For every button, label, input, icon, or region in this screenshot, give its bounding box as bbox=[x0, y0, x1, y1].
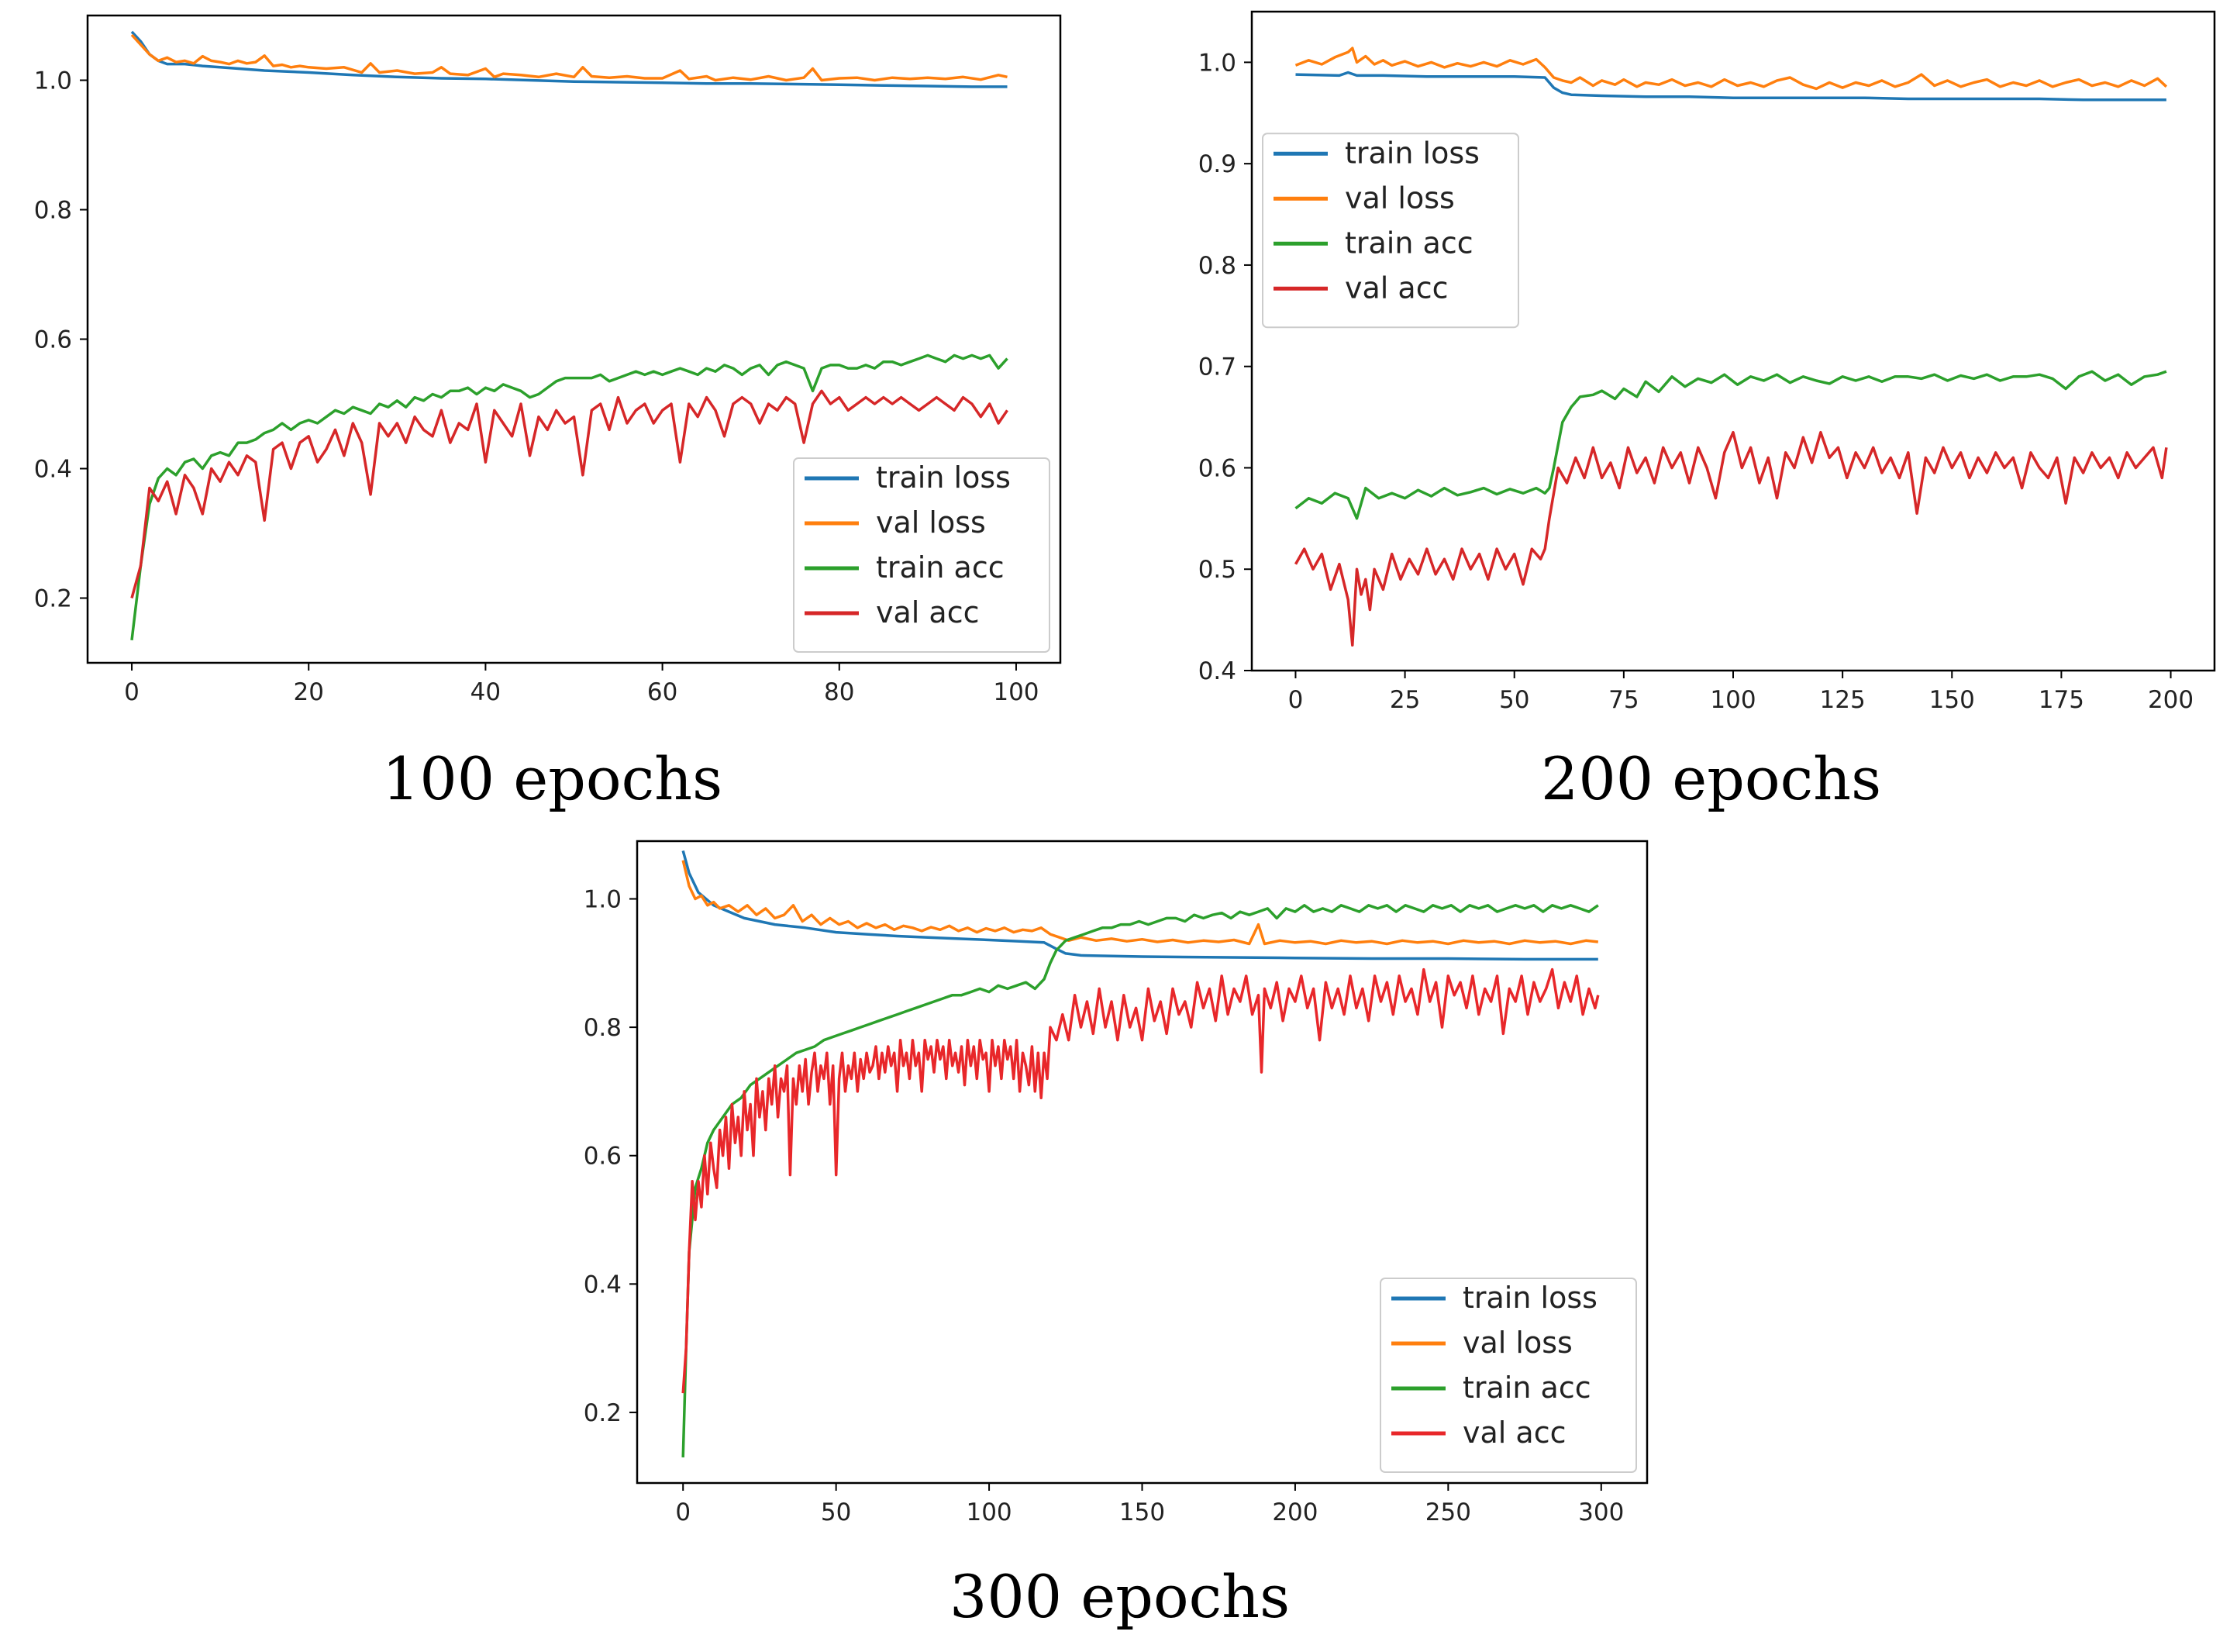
y-tick-label: 0.8 bbox=[1198, 252, 1236, 280]
y-tick-label: 0.9 bbox=[1198, 150, 1236, 178]
y-tick-label: 0.6 bbox=[34, 326, 72, 354]
caption-200-epochs: 200 epochs bbox=[1541, 744, 1882, 813]
x-tick-label: 60 bbox=[647, 678, 677, 706]
series-line-val-loss bbox=[130, 33, 1008, 82]
y-tick-label: 0.2 bbox=[584, 1399, 622, 1427]
x-tick-label: 300 bbox=[1578, 1499, 1624, 1526]
y-tick-label: 1.0 bbox=[34, 67, 72, 95]
series-line-train-acc bbox=[1294, 370, 2167, 520]
x-tick-label: 150 bbox=[1119, 1499, 1165, 1526]
y-tick-label: 0.8 bbox=[34, 197, 72, 225]
legend-label: val acc bbox=[876, 595, 979, 629]
x-tick-label: 0 bbox=[1288, 686, 1304, 714]
series-line-val-acc bbox=[1294, 430, 2168, 647]
legend-label: train loss bbox=[1463, 1281, 1598, 1315]
x-tick-label: 80 bbox=[824, 678, 854, 706]
series-line-train-loss bbox=[1295, 71, 2166, 102]
x-tick-label: 20 bbox=[294, 678, 324, 706]
series-line-train-acc bbox=[130, 354, 1008, 641]
chart-300-epochs: 0 50 100 150 200 250 300 0.2 0.4 0.6 0.8 1.0 train … bbox=[584, 840, 1649, 1526]
y-tick-label: 1.0 bbox=[1198, 49, 1236, 77]
legend-box bbox=[1380, 1278, 1637, 1473]
series-line-val-acc bbox=[681, 967, 1600, 1394]
y-tick-label: 0.8 bbox=[584, 1014, 622, 1042]
x-tick-label: 250 bbox=[1425, 1499, 1471, 1526]
legend-label: val loss bbox=[1463, 1326, 1573, 1360]
series-line-val-acc bbox=[130, 389, 1008, 598]
chart-200-epochs: 0 25 50 75 100 125 150 175 200 0.4 0.5 0.6 0.7 0.8 0.9… bbox=[1198, 10, 2216, 714]
x-tick-label: 175 bbox=[2039, 686, 2084, 714]
legend-label: train acc bbox=[1463, 1371, 1591, 1405]
y-tick-label: 0.4 bbox=[34, 456, 72, 484]
legend-label: val acc bbox=[1345, 271, 1448, 305]
legend-label: val acc bbox=[1463, 1416, 1566, 1450]
legend-label: val loss bbox=[1345, 181, 1455, 215]
legend-box bbox=[793, 457, 1050, 653]
x-tick-label: 150 bbox=[1929, 686, 1975, 714]
legend-box bbox=[1262, 133, 1519, 329]
x-tick-label: 50 bbox=[821, 1499, 851, 1526]
legend-label: train loss bbox=[876, 460, 1011, 495]
legend-label: train acc bbox=[1345, 226, 1473, 260]
legend-label: train acc bbox=[876, 550, 1005, 585]
y-tick-label: 0.6 bbox=[1198, 454, 1236, 482]
legend-label: train loss bbox=[1345, 136, 1480, 170]
y-tick-label: 1.0 bbox=[584, 886, 622, 914]
plot-area-frame bbox=[1250, 10, 2216, 672]
caption-100-epochs: 100 epochs bbox=[382, 744, 723, 813]
x-tick-label: 200 bbox=[1272, 1499, 1318, 1526]
x-tick-label: 125 bbox=[1820, 686, 1866, 714]
y-tick-label: 0.4 bbox=[584, 1271, 622, 1298]
series-line-val-loss bbox=[681, 860, 1598, 946]
y-tick-label: 0.5 bbox=[1198, 556, 1236, 584]
series-line-train-acc bbox=[681, 904, 1599, 1457]
x-tick-label: 50 bbox=[1499, 686, 1529, 714]
y-tick-label: 0.7 bbox=[1198, 354, 1236, 381]
x-tick-label: 40 bbox=[470, 678, 501, 706]
x-tick-label: 0 bbox=[675, 1499, 691, 1526]
x-tick-label: 100 bbox=[966, 1499, 1012, 1526]
chart-100-epochs: 0 20 40 60 80 100 0.2 0.4 0.6 0.8 1.0 train loss va… bbox=[34, 14, 1062, 706]
x-tick-label: 100 bbox=[1710, 686, 1756, 714]
x-tick-label: 200 bbox=[2148, 686, 2194, 714]
y-tick-label: 0.2 bbox=[34, 585, 72, 613]
x-tick-label: 100 bbox=[993, 678, 1039, 706]
series-line-train-loss bbox=[681, 850, 1598, 961]
caption-300-epochs: 300 epochs bbox=[950, 1562, 1291, 1631]
y-tick-label: 0.6 bbox=[584, 1143, 622, 1171]
series-line-train-loss bbox=[130, 30, 1008, 88]
legend-label: val loss bbox=[876, 505, 986, 540]
x-tick-label: 25 bbox=[1390, 686, 1420, 714]
series-line-val-loss bbox=[1294, 47, 2168, 91]
x-tick-label: 0 bbox=[124, 678, 140, 706]
y-tick-label: 0.4 bbox=[1198, 657, 1236, 685]
x-tick-label: 75 bbox=[1608, 686, 1639, 714]
